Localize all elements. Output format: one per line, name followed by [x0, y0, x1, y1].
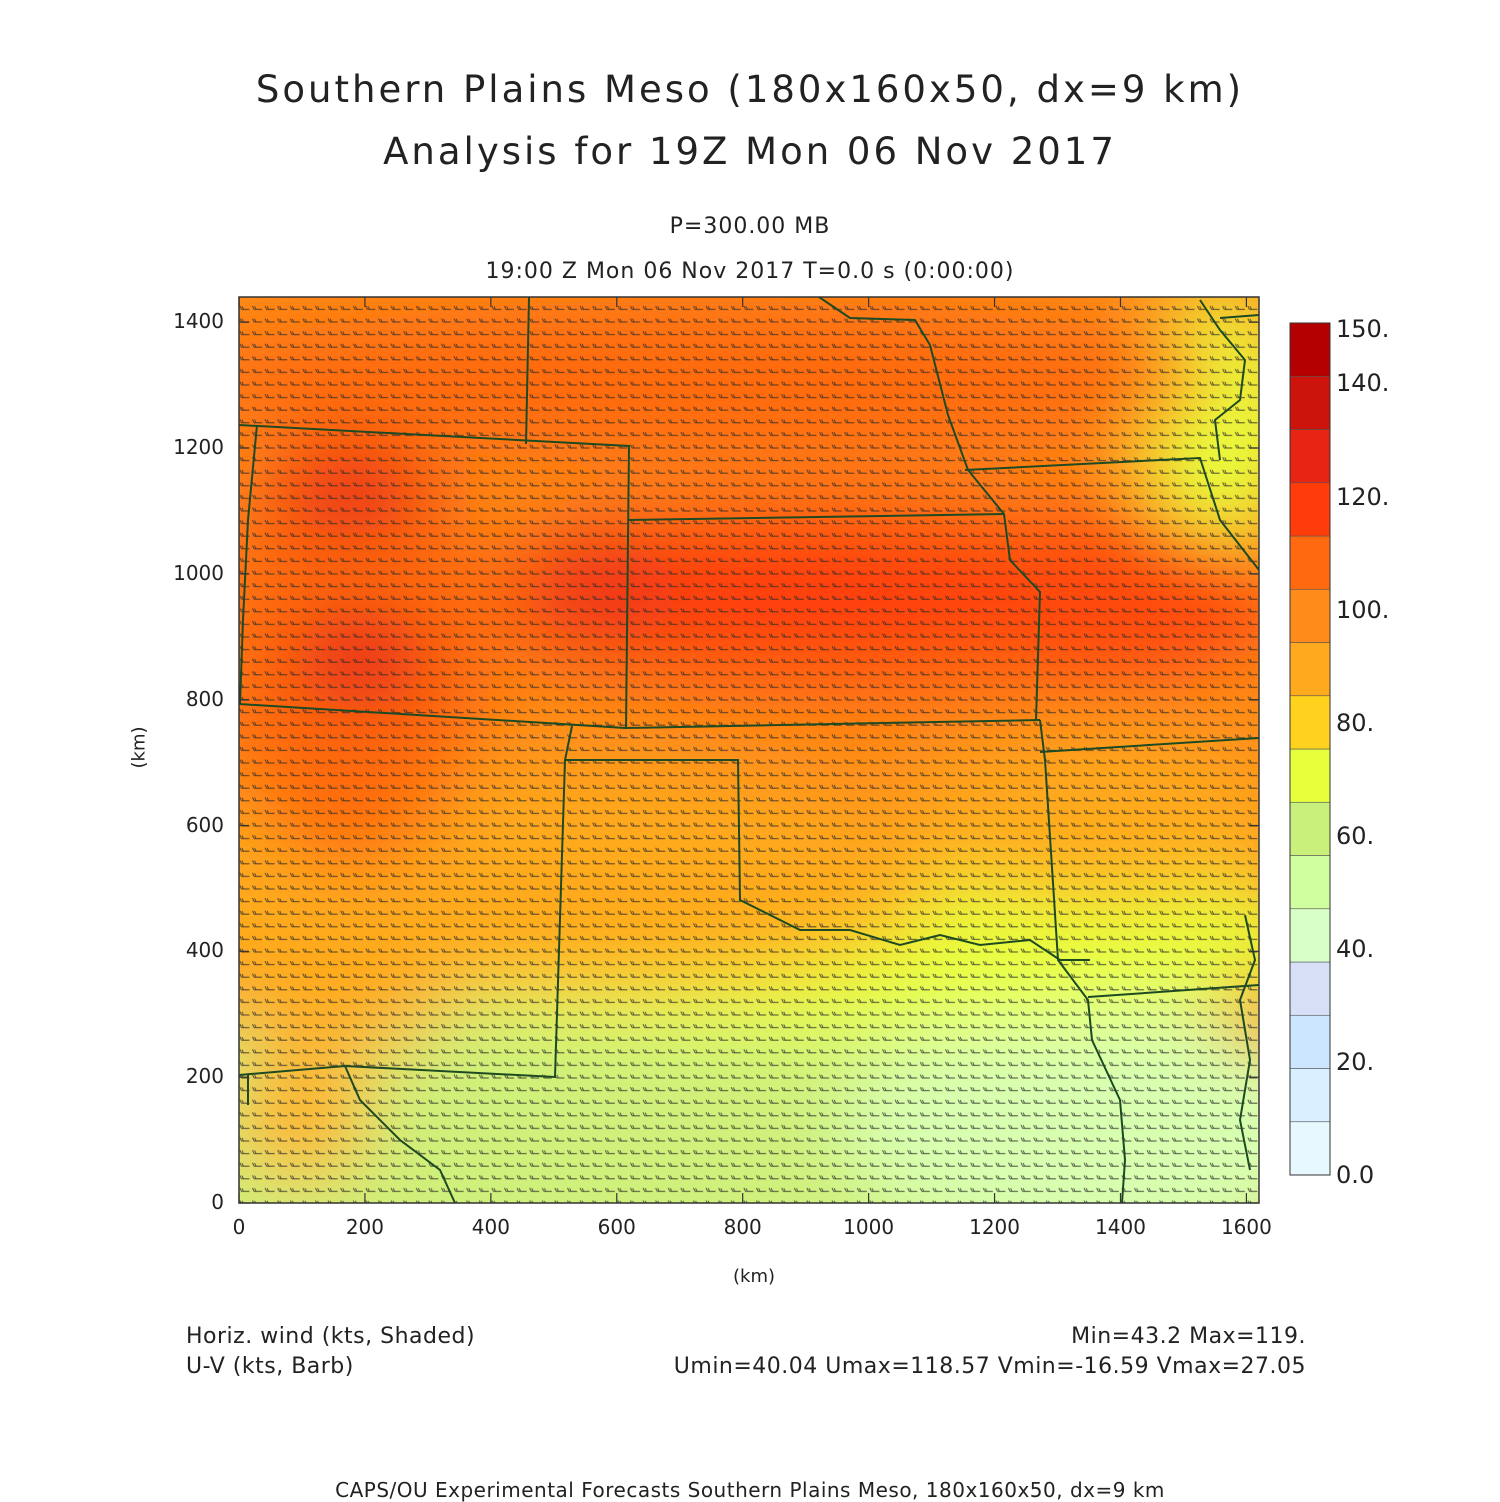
title-line-2: Analysis for 19Z Mon 06 Nov 2017	[383, 130, 1117, 173]
x-tick-label: 1600	[1220, 1215, 1272, 1239]
colorbar-swatch	[1289, 855, 1331, 910]
colorbar-swatch	[1289, 695, 1331, 750]
colorbar-label: 150.	[1336, 315, 1390, 343]
x-axis-label: (km)	[733, 1266, 776, 1287]
colorbar-label: 20.	[1336, 1048, 1375, 1076]
x-tick-label: 200	[345, 1215, 385, 1239]
colorbar-swatch	[1289, 322, 1331, 377]
pressure-level: P=300.00 MB	[669, 214, 831, 239]
colorbar-label: 0.0	[1336, 1161, 1375, 1189]
colorbar-swatch	[1289, 535, 1331, 590]
shaded-field-label: Horiz. wind (kts, Shaded)	[186, 1324, 476, 1349]
x-tick-label: 400	[471, 1215, 510, 1239]
colorbar-swatch	[1289, 429, 1331, 484]
y-tick-marks	[239, 321, 1259, 1204]
y-tick-label: 1200	[173, 435, 224, 459]
colorbar-swatch	[1289, 908, 1331, 963]
y-tick-label: 600	[185, 812, 224, 837]
y-tick-label: 1400	[173, 309, 224, 334]
colorbar-label: 60.	[1336, 822, 1375, 850]
colorbar-swatch	[1289, 961, 1331, 1016]
colorbar-label: 100.	[1336, 596, 1390, 624]
y-tick-label: 0	[211, 1190, 224, 1214]
colorbar-swatch	[1289, 748, 1331, 803]
valid-time: 19:00 Z Mon 06 Nov 2017 T=0.0 s (0:00:00…	[485, 259, 1015, 284]
colorbar-swatch	[1289, 1014, 1331, 1069]
colorbar-swatch	[1289, 642, 1331, 697]
colorbar-swatch	[1289, 588, 1331, 643]
colorbar-label: 80.	[1336, 709, 1375, 737]
x-tick-label: 1200	[969, 1215, 1020, 1239]
wind-speed-shading	[239, 297, 1259, 1203]
colorbar-swatch	[1289, 375, 1331, 430]
x-tick-label: 600	[597, 1215, 636, 1239]
colorbar-swatch	[1289, 1121, 1331, 1176]
footer-credit: CAPS/OU Experimental Forecasts Southern …	[335, 1478, 1165, 1502]
x-tick-marks	[238, 297, 1248, 1203]
x-tick-label: 1000	[843, 1215, 895, 1239]
colorbar	[1289, 322, 1331, 1176]
uv-range-readout: Umin=40.04 Umax=118.57 Vmin=-16.59 Vmax=…	[673, 1354, 1306, 1379]
colorbar-label: 40.	[1336, 935, 1375, 963]
title-line-1: Southern Plains Meso (180x160x50, dx=9 k…	[255, 68, 1245, 111]
colorbar-swatch	[1289, 801, 1331, 856]
colorbar-frame	[1289, 322, 1331, 1176]
state-boundaries	[239, 297, 1259, 1203]
colorbar-swatch	[1289, 482, 1331, 537]
colorbar-label: 140.	[1336, 369, 1390, 397]
colorbar-swatch	[1289, 1068, 1331, 1123]
y-tick-label: 800	[185, 686, 224, 711]
barb-field-label: U-V (kts, Barb)	[186, 1354, 354, 1379]
x-tick-label: 1400	[1095, 1215, 1146, 1239]
plot-frame	[238, 296, 1260, 1204]
min-max-readout: Min=43.2 Max=119.	[1071, 1324, 1306, 1349]
x-tick-label: 0	[232, 1215, 246, 1239]
y-tick-label: 1000	[173, 560, 224, 585]
y-tick-label: 400	[185, 938, 224, 963]
y-axis-label: (km)	[128, 726, 150, 769]
colorbar-label: 120.	[1336, 483, 1390, 511]
y-tick-label: 200	[185, 1064, 224, 1089]
x-tick-label: 800	[723, 1215, 762, 1239]
